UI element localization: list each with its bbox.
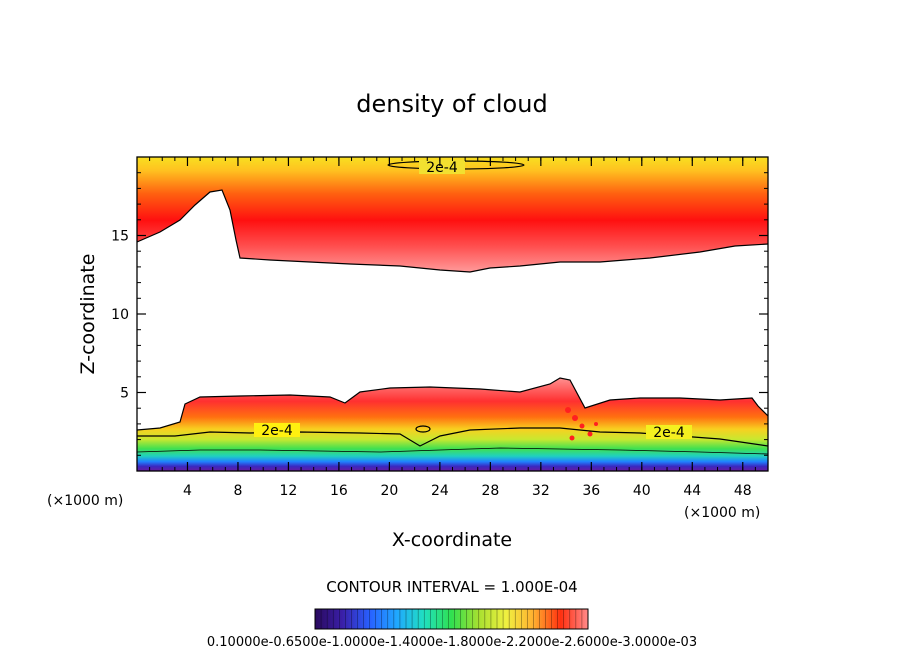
x-axis-label: X-coordinate <box>392 529 512 551</box>
colorbar <box>314 608 589 630</box>
x-tick-label: 4 <box>183 483 192 499</box>
contour-label: 2e-4 <box>261 423 293 439</box>
contour-label: 2e-4 <box>653 425 685 441</box>
contour-label: 2e-4 <box>426 160 458 176</box>
x-tick-label: 44 <box>683 483 701 499</box>
x-unit-left: (×1000 m) <box>47 493 123 509</box>
contour-small-loop <box>415 425 431 433</box>
contour-interval-text: CONTOUR INTERVAL = 1.000E-04 <box>326 578 577 596</box>
x-tick-label: 24 <box>431 483 449 499</box>
contour-lower-layer-edge <box>137 377 768 431</box>
x-tick-label: 36 <box>582 483 600 499</box>
x-tick-label: 40 <box>633 483 651 499</box>
chart-title: density of cloud <box>356 90 547 118</box>
x-tick-label: 12 <box>280 483 298 499</box>
x-tick-label: 48 <box>734 483 752 499</box>
lower-cloud-layer <box>137 378 768 471</box>
x-tick-label: 16 <box>330 483 348 499</box>
contour-upper-layer-edge <box>137 189 768 273</box>
plot-area: 2e-4 2e-4 2e-4 <box>137 157 768 471</box>
upper-cloud-layer <box>137 157 768 272</box>
x-tick-label: 28 <box>481 483 499 499</box>
x-tick-label: 8 <box>233 483 242 499</box>
turbulent-speckles <box>565 407 598 441</box>
colorbar-labels: 0.10000e-0.6500e-1.0000e-1.4000e-1.8000e… <box>207 635 697 650</box>
x-unit-right: (×1000 m) <box>684 505 760 521</box>
contour-near-ground <box>137 447 768 455</box>
y-tick-label: 5 <box>120 386 129 402</box>
y-axis-label: Z-coordinate <box>77 254 99 375</box>
colorbar-ticks <box>320 609 583 629</box>
y-tick-label: 15 <box>111 229 129 245</box>
y-tick-label: 10 <box>111 307 129 323</box>
x-tick-label: 32 <box>532 483 550 499</box>
x-tick-label: 20 <box>380 483 398 499</box>
